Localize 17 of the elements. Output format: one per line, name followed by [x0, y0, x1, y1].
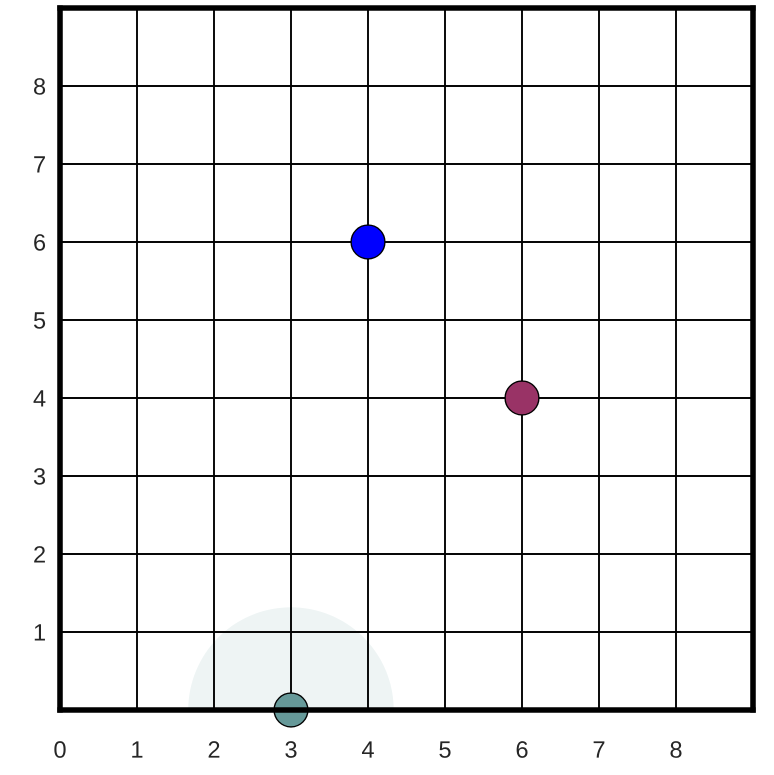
- y-tick-label: 3: [34, 468, 46, 485]
- x-tick-label: 5: [439, 741, 451, 758]
- x-tick-label: 8: [670, 741, 682, 758]
- x-tick-label: 6: [516, 741, 528, 758]
- x-tick-label: 0: [54, 741, 66, 758]
- y-tick-label: 2: [34, 546, 45, 563]
- y-tick-label: 5: [34, 312, 46, 329]
- x-tick-label: 4: [362, 741, 374, 758]
- y-tick-label: 8: [34, 78, 46, 95]
- x-tick-label: 2: [208, 741, 220, 758]
- y-tick-label: 6: [34, 234, 46, 251]
- x-tick-label: 3: [285, 741, 297, 758]
- y-tick-label: 4: [34, 390, 46, 407]
- y-tick-label: 1: [34, 624, 45, 641]
- x-tick-label: 1: [132, 741, 142, 758]
- y-tick-label: 7: [34, 156, 45, 173]
- x-tick-label: 7: [594, 741, 604, 758]
